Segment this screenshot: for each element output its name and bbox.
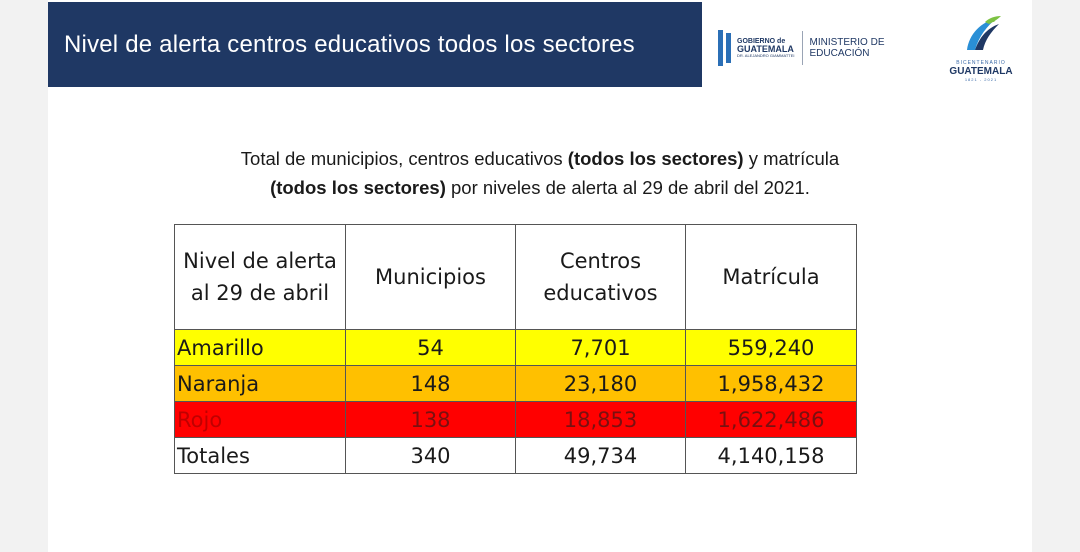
- table-header-row: Nivel de alerta al 29 de abril Municipio…: [174, 224, 857, 330]
- cell-municipios: 340: [345, 437, 516, 474]
- ministerio-line1: MINISTERIO DE: [809, 36, 885, 48]
- page-title: Nivel de alerta centros educativos todos…: [64, 30, 635, 58]
- gobierno-flag-icon: [718, 30, 731, 66]
- cell-municipios: 54: [345, 329, 516, 366]
- table-row-totales: Totales 340 49,734 4,140,158: [174, 437, 857, 474]
- header-matricula: Matrícula: [685, 224, 857, 330]
- bicentenario-logo: BICENTENARIO GUATEMALA 1821 - 2021: [938, 14, 1024, 82]
- header-centros: Centros educativos: [515, 224, 686, 330]
- table-caption: Total de municipios, centros educativos …: [240, 148, 840, 198]
- gobierno-small-text: GOBIERNO de: [737, 38, 786, 45]
- cell-nivel: Rojo: [174, 401, 346, 438]
- cell-municipios: 148: [345, 365, 516, 402]
- cell-matricula: 4,140,158: [685, 437, 857, 474]
- cell-centros: 23,180: [515, 365, 686, 402]
- cell-nivel: Totales: [174, 437, 346, 474]
- bicentenario-word: BICENTENARIO: [956, 60, 1006, 66]
- gobierno-ministerio-logo: GOBIERNO de GUATEMALA DR. ALEJANDRO GIAM…: [718, 30, 885, 66]
- title-bar: Nivel de alerta centros educativos todos…: [48, 2, 702, 87]
- cell-municipios: 138: [345, 401, 516, 438]
- ministerio-line2: EDUCACIÓN: [809, 48, 870, 59]
- cell-matricula: 1,622,486: [685, 401, 857, 438]
- table-row-amarillo: Amarillo 54 7,701 559,240: [174, 329, 857, 366]
- header-nivel: Nivel de alerta al 29 de abril: [174, 224, 346, 330]
- table-row-rojo: Rojo 138 18,853 1,622,486: [174, 401, 857, 438]
- cell-matricula: 559,240: [685, 329, 857, 366]
- logo-divider: [801, 31, 803, 65]
- cell-centros: 18,853: [515, 401, 686, 438]
- cell-matricula: 1,958,432: [685, 365, 857, 402]
- gobierno-big-text: GUATEMALA: [737, 44, 794, 54]
- cell-centros: 7,701: [515, 329, 686, 366]
- gobierno-tiny-text: DR. ALEJANDRO GIAMMATTEI: [737, 53, 795, 58]
- bicentenario-emblem-icon: [967, 16, 1001, 50]
- cell-nivel: Naranja: [174, 365, 346, 402]
- bicentenario-name: GUATEMALA: [949, 66, 1013, 77]
- cell-nivel: Amarillo: [174, 329, 346, 366]
- cell-centros: 49,734: [515, 437, 686, 474]
- slide: Nivel de alerta centros educativos todos…: [48, 0, 1032, 552]
- alert-level-table: Nivel de alerta al 29 de abril Municipio…: [174, 224, 857, 474]
- bicentenario-years: 1821 - 2021: [964, 77, 998, 82]
- header-municipios: Municipios: [345, 224, 516, 330]
- table-row-naranja: Naranja 148 23,180 1,958,432: [174, 365, 857, 402]
